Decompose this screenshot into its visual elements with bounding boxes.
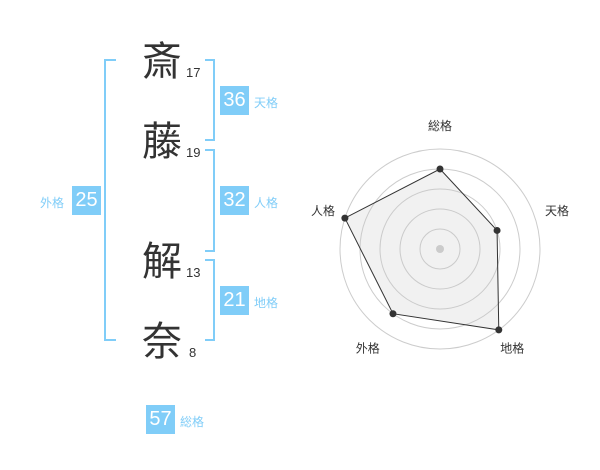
soukaku-label: 総格 (180, 415, 205, 429)
stroke-count: 8 (189, 345, 197, 360)
chikaku-bracket (205, 259, 215, 341)
gaikaku-label: 外格 (40, 196, 65, 210)
name-char: 藤 (142, 119, 182, 165)
gaikaku-value: 25 (72, 186, 101, 215)
jinkaku-label: 人格 (254, 196, 279, 210)
data-point (341, 214, 349, 222)
tenkaku-value: 36 (220, 86, 249, 115)
jinkaku-bracket (205, 149, 215, 252)
grid-ring (379, 188, 501, 310)
tenkaku-label: 天格 (254, 96, 279, 110)
gaikaku-bracket (104, 59, 116, 341)
soukaku-value: 57 (146, 405, 175, 434)
axis-label: 総格 (428, 118, 452, 133)
axis-label: 外格 (356, 341, 380, 356)
chikaku-label: 地格 (254, 296, 279, 310)
name-char: 解 (142, 239, 182, 285)
name-char: 奈 (142, 319, 182, 365)
grid-ring (399, 208, 481, 290)
radar-area (344, 168, 500, 331)
stroke-count: 13 (186, 265, 201, 280)
stroke-count: 19 (186, 145, 201, 160)
data-point (389, 310, 397, 318)
name-char: 斎 (142, 39, 182, 85)
center-dot (436, 245, 444, 253)
axis-label: 人格 (311, 203, 335, 218)
data-point (495, 326, 503, 334)
chikaku-value: 21 (220, 286, 249, 315)
stroke-count: 17 (186, 65, 201, 80)
tenkaku-bracket (205, 59, 215, 141)
axis-label: 天格 (545, 203, 569, 218)
data-point (493, 226, 501, 234)
axis-label: 地格 (500, 341, 524, 356)
grid-ring (419, 228, 461, 270)
grid-ring (339, 148, 541, 350)
data-point (436, 165, 444, 173)
jinkaku-value: 32 (220, 186, 249, 215)
